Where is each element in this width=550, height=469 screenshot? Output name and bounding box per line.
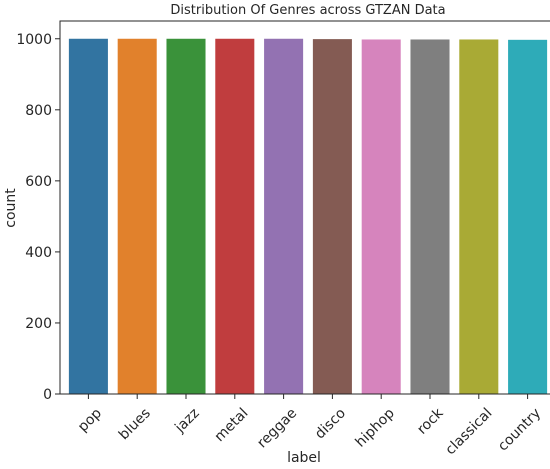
x-axis-label: label — [287, 450, 321, 466]
y-tick-label-600: 600 — [25, 174, 52, 190]
plot-frame — [59, 20, 550, 395]
x-tick-label-jazz: jazz — [171, 405, 202, 436]
bar-pop — [68, 38, 108, 395]
y-tick-label-200: 200 — [25, 316, 52, 332]
y-axis: 0 200 400 600 800 1000 — [16, 32, 60, 403]
chart-title: Distribution Of Genres across GTZAN Data — [170, 3, 445, 18]
x-tick-label-classical: classical — [443, 405, 496, 458]
bar-classical — [459, 39, 499, 394]
bar-blues — [117, 38, 157, 395]
x-tick-label-country: country — [495, 405, 544, 454]
y-tick-label-1000: 1000 — [16, 32, 52, 48]
bar-country — [508, 39, 548, 395]
x-tick-label-pop: pop — [75, 405, 105, 435]
y-tick-label-800: 800 — [25, 103, 52, 119]
y-tick-label-400: 400 — [25, 245, 52, 261]
bar-hiphop — [361, 39, 401, 394]
x-tick-label-disco: disco — [312, 405, 349, 442]
bar-jazz — [166, 38, 206, 395]
x-tick-label-reggae: reggae — [254, 405, 300, 451]
bar-reggae — [264, 38, 304, 395]
y-tick-label-0: 0 — [43, 387, 52, 403]
y-axis-label: count — [3, 188, 19, 228]
x-tick-label-hiphop: hiphop — [353, 405, 398, 450]
x-tick-label-blues: blues — [116, 405, 154, 443]
bar-disco — [312, 39, 352, 395]
x-tick-label-metal: metal — [212, 405, 252, 445]
x-axis: pop blues jazz metal reggae disco hiphop rockcl… — [75, 394, 544, 458]
bar-rock — [410, 39, 450, 394]
x-tick-label-rock: rock — [414, 405, 447, 438]
bars-group — [68, 38, 548, 395]
bar-metal — [215, 38, 255, 395]
